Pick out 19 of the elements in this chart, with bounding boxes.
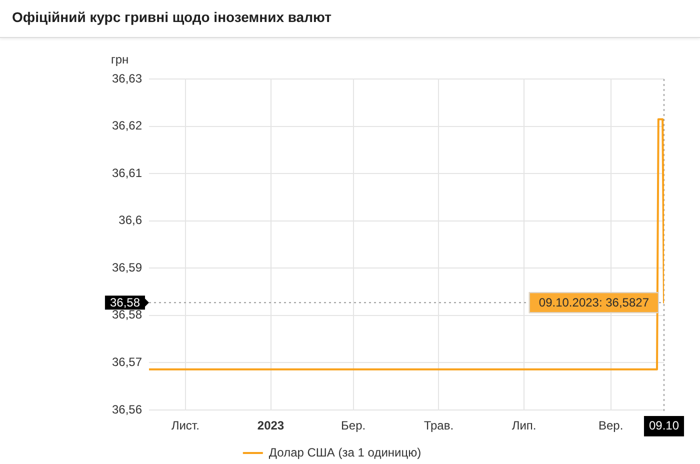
x-tick-label: Бер.: [341, 418, 366, 433]
y-tick-label: 36,61: [112, 166, 142, 180]
y-tick-label: 36,56: [112, 402, 142, 416]
y-tick-label: 36,62: [112, 118, 142, 133]
y-tick-label: 36,6: [118, 213, 142, 228]
legend-label: Долар США (за 1 одиницю): [268, 445, 422, 460]
y-tick-label: 36,57: [112, 355, 142, 370]
x-tick-label: 2023: [257, 418, 284, 433]
y-tick-label: 36,63: [112, 71, 142, 86]
y-tick-label: 36,59: [112, 260, 142, 274]
x-tick-label: Лип.: [512, 418, 536, 433]
y-axis-title: грн: [111, 52, 129, 66]
x-tick-label: Трав.: [424, 418, 454, 433]
x-tick-label: Лист.: [171, 418, 200, 433]
chart-title: Офіційний курс гривні щодо іноземних валют: [12, 9, 332, 25]
x-tick-label: 09.10: [648, 418, 680, 433]
annotation: 09.10.2023: 36,5827: [538, 295, 650, 310]
x-tick-label: Вер.: [598, 418, 624, 433]
y-tick-label: 36,58: [112, 308, 142, 322]
